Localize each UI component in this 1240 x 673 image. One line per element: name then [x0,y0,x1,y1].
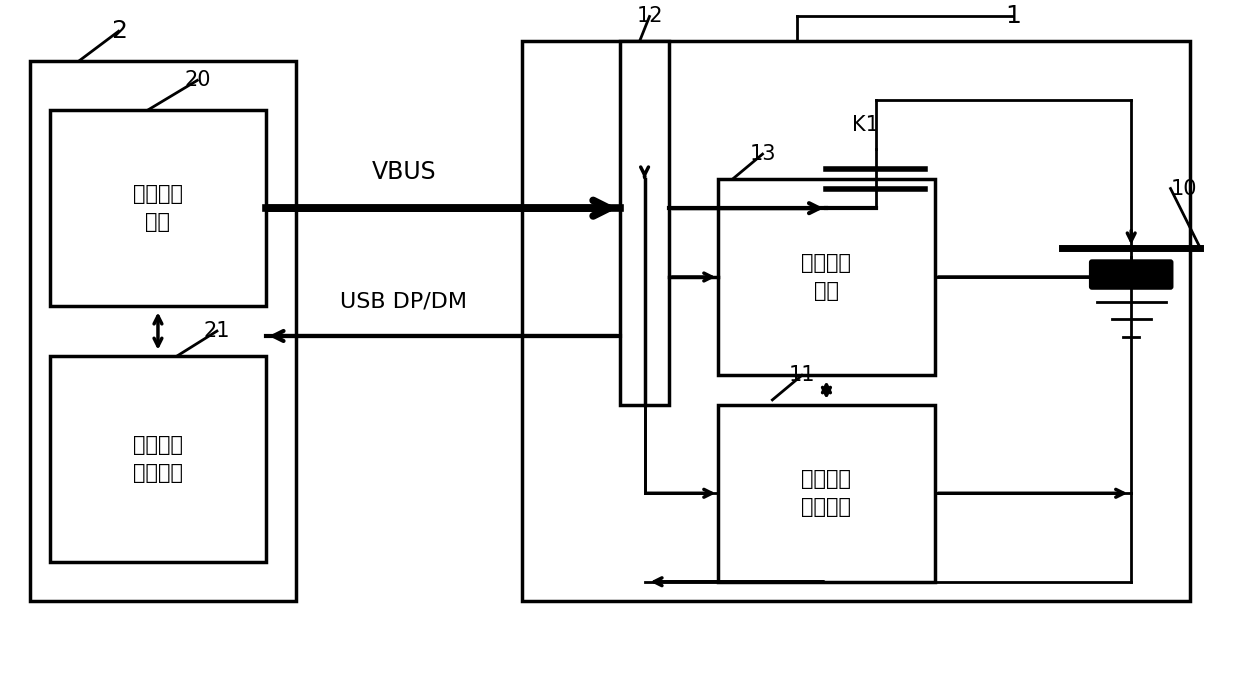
Bar [620,41,670,404]
Bar [718,179,935,376]
Text: 第二充电
控制单元: 第二充电 控制单元 [133,435,184,483]
Text: 第一充电
单元: 第一充电 单元 [133,184,184,232]
Bar [30,61,295,602]
Text: 12: 12 [636,7,662,26]
Text: USB DP/DM: USB DP/DM [340,291,467,312]
Text: VBUS: VBUS [372,160,436,184]
Text: 21: 21 [203,321,231,341]
Text: 10: 10 [1171,178,1197,199]
Text: 1: 1 [1006,5,1022,28]
Bar [50,355,267,562]
Text: 20: 20 [184,71,211,90]
FancyBboxPatch shape [1089,259,1173,290]
Bar [522,41,1190,602]
Text: 第二充电
单元: 第二充电 单元 [801,253,852,301]
Bar [718,404,935,581]
Bar [50,110,267,306]
Text: K1: K1 [852,114,879,135]
Text: 13: 13 [749,144,776,164]
Text: 11: 11 [789,365,815,386]
Text: 第一充电
控制单元: 第一充电 控制单元 [801,469,852,518]
Text: 2: 2 [110,20,126,43]
